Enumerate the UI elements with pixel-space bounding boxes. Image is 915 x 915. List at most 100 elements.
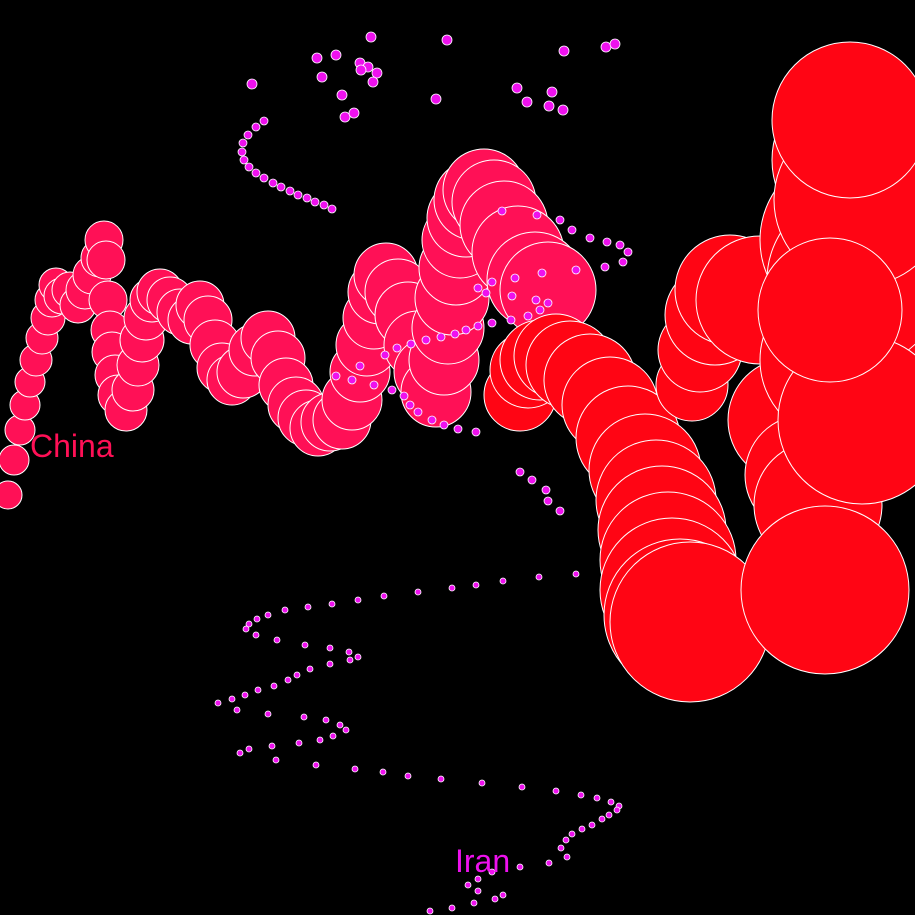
bubble-point xyxy=(437,775,445,783)
bubble-point xyxy=(346,656,354,664)
bubble-point xyxy=(293,190,303,200)
bubble-point xyxy=(491,895,499,903)
bubble-point xyxy=(543,496,553,506)
bubble-point xyxy=(284,676,292,684)
bubble-point xyxy=(301,641,309,649)
bubble-point xyxy=(243,130,253,140)
bubble-point xyxy=(252,631,260,639)
series-2-group xyxy=(237,31,633,516)
bubble-point xyxy=(478,779,486,787)
bubble-point xyxy=(510,273,520,283)
bubble-point xyxy=(577,791,585,799)
bubble-point xyxy=(355,361,365,371)
bubble-point xyxy=(237,147,247,157)
bubble-point xyxy=(474,875,482,883)
bubble-point xyxy=(236,749,244,757)
bubble-point xyxy=(273,636,281,644)
bubble-point xyxy=(293,671,301,679)
bubble-point xyxy=(413,407,423,417)
bubble-point xyxy=(535,573,543,581)
bubble-point xyxy=(342,726,350,734)
bubble-point xyxy=(506,315,516,325)
bubble-point xyxy=(567,225,577,235)
bubble-point xyxy=(251,168,261,178)
bubble-point xyxy=(312,761,320,769)
bubble-point xyxy=(535,305,545,315)
bubble-point xyxy=(0,480,23,510)
bubble-point xyxy=(326,644,334,652)
bubble-point xyxy=(285,186,295,196)
bubble-point xyxy=(387,385,397,395)
bubble-point xyxy=(319,200,329,210)
bubble-point xyxy=(557,844,565,852)
bubble-point xyxy=(329,732,337,740)
bubble-point xyxy=(531,295,541,305)
bubble-point xyxy=(380,350,390,360)
bubble-point xyxy=(602,237,612,247)
bubble-point xyxy=(613,806,621,814)
bubble-point xyxy=(295,739,303,747)
bubble-point xyxy=(470,899,478,907)
bubble-point xyxy=(472,581,480,589)
bubble-point xyxy=(365,31,377,43)
bubble-point xyxy=(0,444,30,476)
iran-label: Iran xyxy=(455,843,510,879)
bubble-point xyxy=(461,325,471,335)
bubble-point xyxy=(268,742,276,750)
bubble-point xyxy=(516,863,524,871)
bubble-point xyxy=(327,204,337,214)
bubble-point xyxy=(487,318,497,328)
bubble-point xyxy=(598,815,606,823)
bubble-point xyxy=(347,375,357,385)
bubble-point xyxy=(330,49,342,61)
bubble-point xyxy=(552,787,560,795)
bubble-point xyxy=(585,233,595,243)
bubble-point xyxy=(345,648,353,656)
bubble-point xyxy=(264,611,272,619)
bubble-point xyxy=(302,193,312,203)
bubble-point xyxy=(607,798,615,806)
bubble-point xyxy=(367,76,379,88)
bubble-point xyxy=(421,335,431,345)
bubble-point xyxy=(450,329,460,339)
bubble-point xyxy=(555,215,565,225)
bubble-point xyxy=(757,237,903,383)
bubble-point xyxy=(518,783,526,791)
bubble-point xyxy=(404,772,412,780)
bubble-point xyxy=(214,699,222,707)
bubble-point xyxy=(245,745,253,753)
bubble-point xyxy=(541,485,551,495)
bubble-point xyxy=(414,588,422,596)
bubble-point xyxy=(609,38,621,50)
bubble-point xyxy=(406,339,416,349)
bubble-point xyxy=(228,695,236,703)
bubble-point xyxy=(328,600,336,608)
bubble-point xyxy=(281,606,289,614)
bubble-point xyxy=(511,82,523,94)
bubble-point xyxy=(436,332,446,342)
bubble-point xyxy=(427,415,437,425)
bubble-point xyxy=(233,706,241,714)
bubble-point xyxy=(306,665,314,673)
bubble-point xyxy=(300,713,308,721)
bubble-point xyxy=(242,625,250,633)
bubble-point xyxy=(251,122,261,132)
bubble-point xyxy=(270,682,278,690)
bubble-point xyxy=(523,311,533,321)
bubble-point xyxy=(441,34,453,46)
bubble-point xyxy=(254,686,262,694)
bubble-point xyxy=(253,615,261,623)
bubble-point xyxy=(499,891,507,899)
bubble-point xyxy=(239,155,249,165)
bubble-point xyxy=(487,277,497,287)
bubble-point xyxy=(563,853,571,861)
bubble-point xyxy=(336,89,348,101)
bubble-point xyxy=(471,427,481,437)
bubble-point xyxy=(430,93,442,105)
bubble-point xyxy=(481,288,491,298)
bubble-point xyxy=(546,86,558,98)
series-0-group xyxy=(0,148,597,510)
bubble-point xyxy=(246,78,258,90)
bubble-point xyxy=(605,811,613,819)
